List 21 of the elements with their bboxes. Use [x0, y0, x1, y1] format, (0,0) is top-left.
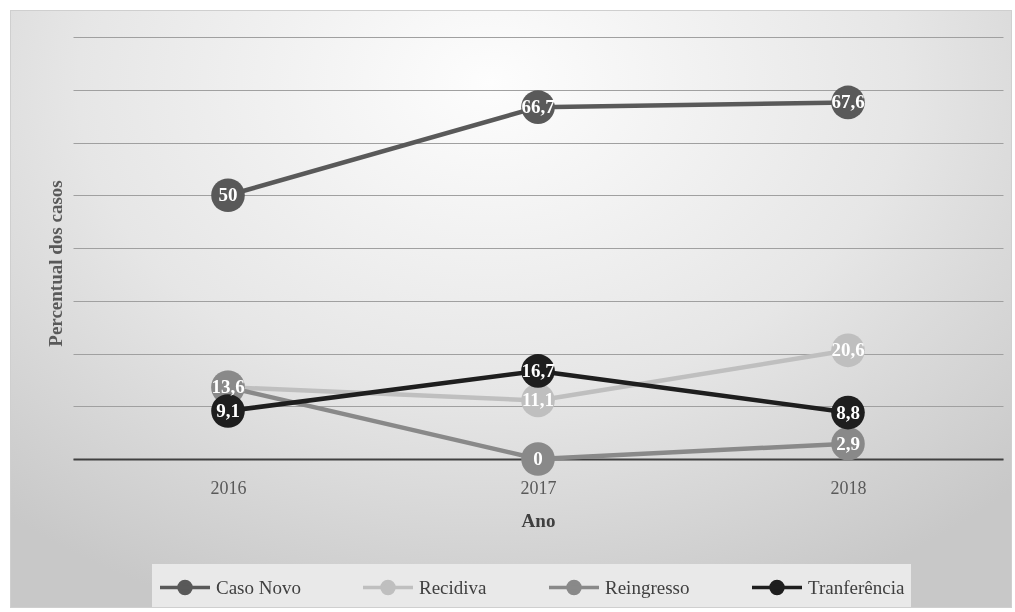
data-label: 50: [218, 184, 238, 206]
legend-label: Recidiva: [419, 576, 488, 598]
data-label: 67,6: [831, 91, 865, 113]
legend-label: Reingresso: [605, 576, 690, 598]
legend-label: Caso Novo: [216, 576, 301, 598]
data-label: 16,7: [521, 359, 556, 381]
data-label: 11,1: [521, 389, 555, 411]
data-label: 20,6: [831, 339, 865, 361]
data-label: 9,1: [216, 400, 240, 421]
x-tick-label: 2017: [520, 477, 557, 498]
data-label: 13,6: [211, 376, 245, 398]
data-label: 0: [533, 448, 543, 469]
point: [521, 442, 555, 476]
x-tick-label: 2016: [210, 477, 247, 498]
data-label: 8,8: [836, 401, 860, 423]
data-label: 66,7: [521, 96, 556, 118]
x-axis-title: Ano: [521, 509, 556, 531]
x-tick-label: 2018: [830, 477, 867, 498]
y-axis-title: Percentual dos casos: [44, 180, 66, 347]
data-label: 2,9: [836, 432, 860, 454]
legend-label: Tranferência: [808, 576, 905, 598]
